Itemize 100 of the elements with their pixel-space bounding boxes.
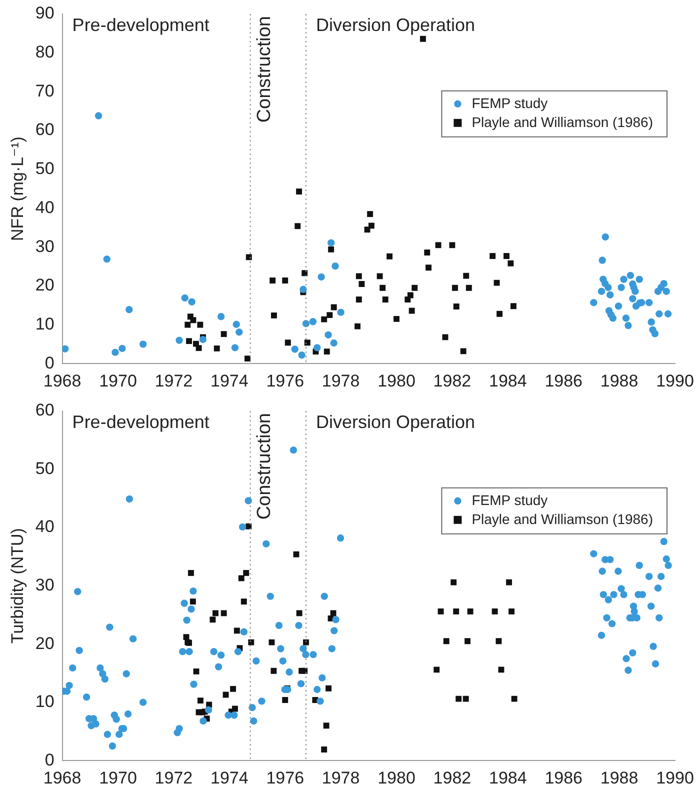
point [453, 608, 460, 614]
point [248, 639, 254, 646]
point [376, 273, 383, 280]
x-tick-label: 1972 [154, 371, 193, 390]
ref-line-label: Construction [254, 16, 276, 123]
point [510, 303, 516, 310]
point [326, 685, 332, 692]
y-tick-label: 0 [44, 750, 54, 770]
point [330, 610, 336, 616]
x-tick-label: 1988 [600, 371, 638, 390]
point [304, 340, 310, 346]
point [456, 696, 462, 702]
point [496, 310, 503, 317]
point [220, 331, 227, 338]
x-tick-label: 1974 [210, 768, 248, 788]
x-tick-label: 1986 [544, 768, 583, 788]
point [490, 253, 496, 259]
x-tick-label: 1978 [322, 768, 360, 788]
point [243, 570, 250, 576]
y-tick-label: 30 [35, 575, 54, 594]
x-tick-label: 1988 [600, 768, 638, 788]
point [321, 316, 328, 322]
point [435, 242, 442, 248]
point [197, 322, 204, 328]
point [354, 323, 360, 330]
point [190, 317, 196, 324]
x-tick-label: 1976 [266, 768, 304, 788]
point [186, 338, 192, 344]
point [356, 296, 362, 302]
point [270, 668, 277, 674]
point [442, 334, 448, 340]
point [492, 608, 498, 614]
point [230, 686, 236, 692]
point [214, 345, 220, 352]
point [212, 610, 218, 616]
point [268, 639, 275, 646]
y-tick-label: 60 [35, 120, 54, 140]
x-tick-label: 1986 [544, 371, 583, 390]
point [184, 322, 191, 328]
y-tick-label: 70 [35, 81, 54, 100]
legend-label: FEMP study [472, 492, 548, 508]
point [466, 284, 472, 291]
point [434, 666, 440, 673]
y-tick-label: 50 [35, 159, 54, 178]
point [196, 345, 202, 352]
y-tick-label: 40 [35, 517, 54, 536]
point [293, 551, 300, 558]
x-tick-label: 1980 [378, 768, 416, 788]
point [324, 348, 330, 355]
x-tick-label: 1984 [488, 371, 527, 390]
point [367, 211, 374, 218]
point [449, 242, 456, 248]
point [420, 36, 426, 42]
ref-line-label: Construction [254, 413, 276, 520]
point [323, 722, 330, 729]
point [234, 628, 240, 634]
x-tick-label: 1976 [266, 371, 304, 390]
x-tick-label: 1968 [43, 371, 82, 390]
annotation: Diversion Operation [316, 412, 476, 432]
point [356, 273, 362, 280]
annotation: Pre-development [72, 14, 210, 35]
legend-label: Playle and Williamson (1986) [472, 114, 654, 130]
point [197, 698, 204, 704]
x-tick-label: 1984 [488, 768, 527, 788]
point [460, 348, 466, 354]
annotation: Pre-development [72, 412, 210, 432]
point [188, 570, 194, 576]
point [438, 608, 444, 614]
point [443, 638, 450, 644]
y-tick-label: 50 [35, 458, 54, 478]
point [407, 292, 414, 298]
point [452, 284, 458, 291]
point [508, 260, 514, 266]
point [238, 575, 244, 582]
point [246, 254, 252, 260]
point [328, 246, 334, 252]
point [326, 312, 333, 318]
point [382, 296, 388, 302]
point [508, 608, 514, 614]
point [412, 284, 418, 291]
point [496, 638, 502, 644]
x-tick-label: 1980 [378, 371, 416, 390]
point [467, 608, 474, 614]
point [193, 668, 200, 674]
annotation: Diversion Operation [316, 14, 476, 35]
point [408, 308, 415, 314]
y-tick-label: 20 [35, 634, 54, 653]
x-tick-label: 1982 [433, 371, 472, 390]
x-tick-label: 1968 [43, 768, 82, 788]
y-tick-label: 10 [35, 314, 54, 334]
y-axis-title: Turbidity (NTU) [8, 528, 27, 644]
point [294, 223, 301, 230]
point [464, 638, 470, 644]
point [426, 264, 432, 271]
point [368, 222, 374, 229]
x-tick-label: 1982 [433, 768, 472, 788]
point [358, 281, 365, 287]
y-tick-label: 80 [35, 42, 54, 62]
point [511, 696, 518, 702]
point [240, 598, 247, 604]
